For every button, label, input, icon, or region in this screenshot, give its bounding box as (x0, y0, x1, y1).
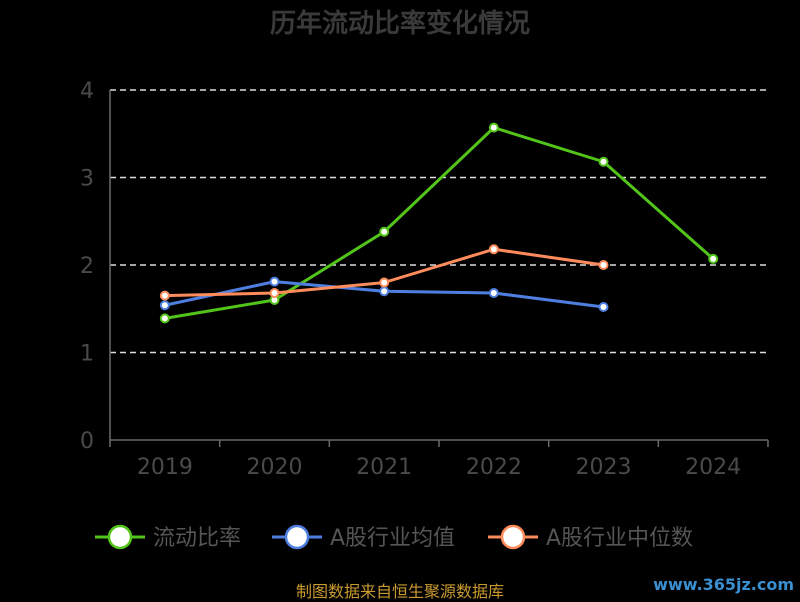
legend-marker-icon (500, 524, 526, 550)
y-tick-label: 0 (80, 429, 94, 454)
data-point[interactable] (379, 277, 390, 288)
data-point[interactable] (159, 300, 170, 311)
x-tick-label: 2024 (685, 455, 741, 480)
series-group (159, 122, 719, 324)
data-point[interactable] (379, 286, 390, 297)
data-point[interactable] (488, 244, 499, 255)
x-tick-label: 2022 (466, 455, 522, 480)
y-tick-label: 3 (80, 167, 94, 192)
data-point[interactable] (269, 288, 280, 298)
chart-title: 历年流动比率变化情况 (270, 8, 530, 39)
data-point[interactable] (598, 260, 609, 270)
legend-marker-icon (107, 524, 133, 550)
data-point[interactable] (488, 288, 499, 298)
data-point[interactable] (488, 122, 499, 133)
data-point[interactable] (159, 290, 170, 301)
legend-marker-icon (284, 524, 310, 550)
x-tick-label: 2023 (576, 455, 632, 480)
x-tick-label: 2019 (137, 455, 193, 480)
data-point[interactable] (598, 302, 609, 312)
series-line-0 (164, 126, 715, 320)
x-tick-label: 2021 (356, 455, 412, 480)
data-point[interactable] (379, 226, 390, 237)
y-tick-label: 2 (80, 254, 94, 279)
legend-item-label[interactable]: A股行业均值 (330, 526, 455, 551)
data-point[interactable] (159, 313, 170, 324)
x-tick-label: 2020 (247, 455, 303, 480)
data-point[interactable] (708, 253, 719, 264)
legend-item-label[interactable]: 流动比率 (153, 526, 241, 551)
y-tick-label: 4 (80, 79, 94, 104)
legend[interactable]: 流动比率 A股行业均值 A股行业中位数 (95, 524, 693, 551)
legend-item-label[interactable]: A股行业中位数 (546, 526, 693, 551)
axes: 0 1 2 3 4 2019 2020 2021 2022 2023 2024 (80, 79, 769, 480)
y-tick-label: 1 (80, 342, 94, 367)
data-point[interactable] (269, 276, 280, 287)
data-point[interactable] (598, 156, 609, 167)
watermark-logo: www.365jz.com (653, 575, 794, 594)
data-source-note: 制图数据来自恒生聚源数据库 (295, 582, 504, 601)
